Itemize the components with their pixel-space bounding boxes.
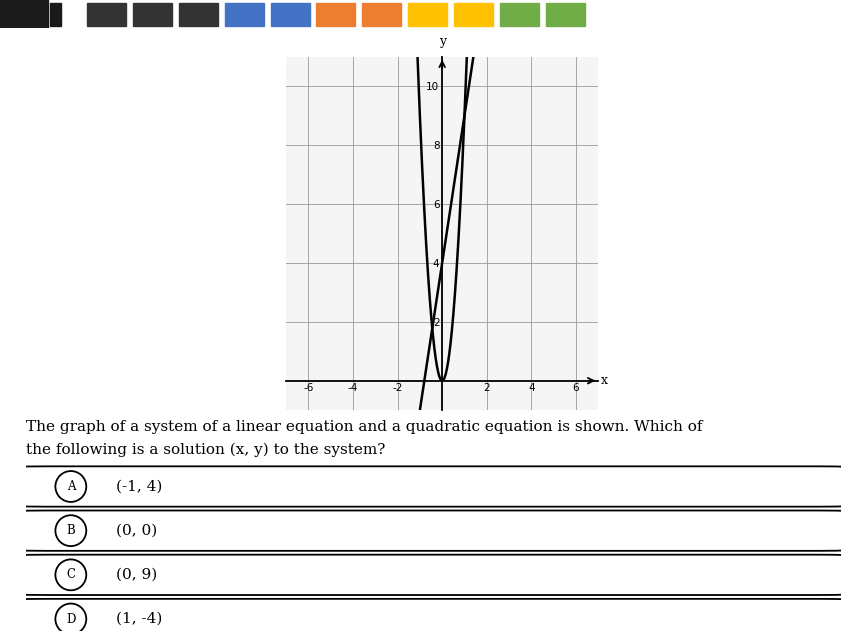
Text: y: y	[439, 35, 446, 48]
FancyBboxPatch shape	[6, 555, 860, 595]
FancyBboxPatch shape	[6, 510, 860, 551]
Bar	[179, 3, 218, 25]
Bar	[546, 3, 585, 25]
Bar	[362, 3, 401, 25]
Text: D: D	[66, 613, 75, 625]
Bar	[500, 3, 539, 25]
Text: B: B	[67, 524, 75, 537]
Bar	[408, 3, 447, 25]
Bar	[316, 3, 355, 25]
Text: The graph of a system of a linear equation and a quadratic equation is shown. Wh: The graph of a system of a linear equati…	[26, 420, 702, 433]
Bar	[0, 0, 48, 28]
Text: (1, -4): (1, -4)	[115, 612, 162, 626]
Text: C: C	[67, 569, 75, 581]
Text: (0, 0): (0, 0)	[115, 524, 157, 538]
Bar	[87, 3, 126, 25]
Text: A: A	[67, 480, 75, 493]
Text: (-1, 4): (-1, 4)	[115, 480, 162, 493]
Bar	[50, 3, 61, 25]
Text: (0, 9): (0, 9)	[115, 568, 157, 582]
Bar	[225, 3, 264, 25]
Text: the following is a solution (x, y) to the system?: the following is a solution (x, y) to th…	[26, 443, 386, 457]
FancyBboxPatch shape	[6, 599, 860, 631]
Bar	[454, 3, 493, 25]
Bar	[271, 3, 310, 25]
Bar	[133, 3, 172, 25]
Text: x: x	[601, 374, 608, 387]
FancyBboxPatch shape	[6, 466, 860, 507]
